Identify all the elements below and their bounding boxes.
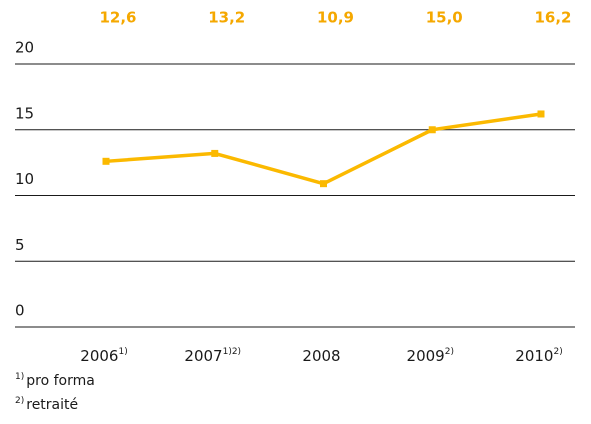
footnote: 1) pro forma [15,372,95,390]
category: 2010 [515,347,553,365]
marker [102,157,110,165]
category: 2008 [302,347,340,365]
y-tick-label: 15 [15,104,34,122]
x-tick-label: 20092) [407,347,454,365]
value-label: 13,2 [208,9,245,27]
category-note: 2) [445,347,454,357]
footnote-mark: 2) [15,396,24,406]
footnote-text: pro forma [26,373,95,389]
category: 2006 [80,347,118,365]
value-label: 16,2 [534,9,571,27]
x-tick-label: 20102) [515,347,562,365]
category: 2007 [184,347,222,365]
category: 2009 [407,347,445,365]
y-tick-label: 10 [15,170,34,188]
category-note: 1)2) [223,347,241,357]
x-tick-label: 20061) [80,347,127,365]
footnote-text: retraité [26,397,78,413]
marker [320,180,327,188]
marker [537,110,545,118]
footnote-mark: 1) [15,372,24,382]
category-note: 2) [553,347,562,357]
line [105,112,542,186]
marker [211,149,219,157]
value-label: 10,9 [317,9,354,27]
y-tick-label: 5 [15,236,25,254]
category-note: 1) [118,347,127,357]
x-tick-label: 2008 [302,347,340,365]
value-label: 15,0 [426,9,463,27]
value-label: 12,6 [99,9,136,27]
y-tick-label: 20 [15,39,34,57]
y-tick-label: 0 [15,302,25,320]
x-tick-label: 20071)2) [184,347,241,365]
marker [428,126,436,134]
footnote: 2) retraité [15,396,78,414]
